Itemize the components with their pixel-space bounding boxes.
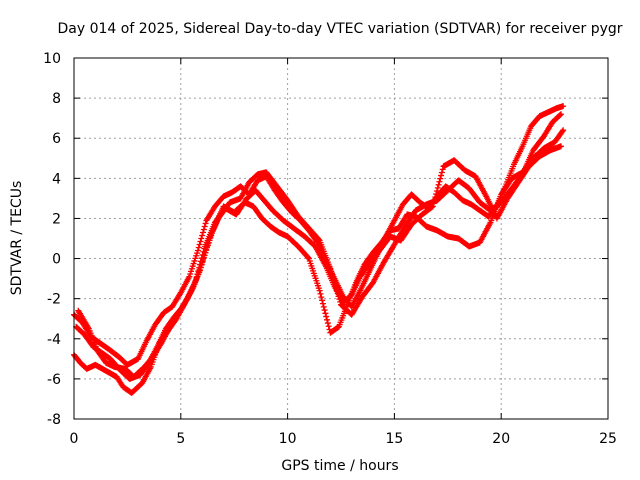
x-tick-labels: 0 5 10 15 20 25 <box>70 431 617 447</box>
data-point <box>192 277 199 284</box>
data-point <box>429 203 436 210</box>
data-point <box>325 323 332 330</box>
data-point <box>436 178 443 185</box>
data-point <box>324 320 331 327</box>
data-point <box>557 111 564 118</box>
series-track-d <box>75 143 565 380</box>
data-point <box>198 235 205 242</box>
data-point <box>196 264 203 271</box>
data-point <box>558 111 565 118</box>
data-point <box>437 175 444 182</box>
data-point <box>198 255 205 262</box>
chart-title: Day 014 of 2025, Sidereal Day-to-day VTE… <box>57 21 622 37</box>
data-point <box>319 300 326 307</box>
data-point <box>322 310 329 317</box>
y-tick-label: -2 <box>47 292 61 308</box>
data-point <box>202 220 209 227</box>
data-point <box>199 232 206 239</box>
data-point <box>560 103 567 110</box>
data-series <box>71 103 567 396</box>
data-point <box>197 261 204 268</box>
data-point <box>324 316 331 323</box>
data-point <box>197 258 204 265</box>
x-tick-label: 25 <box>599 431 617 447</box>
data-point <box>560 127 567 134</box>
data-point <box>195 267 202 274</box>
data-point <box>317 290 324 297</box>
data-point <box>195 244 202 251</box>
data-point <box>196 241 203 248</box>
plot-area-frame <box>73 57 609 420</box>
y-tick-label: 10 <box>43 51 61 67</box>
x-tick-label: 15 <box>385 431 403 447</box>
y-tick-label: -4 <box>47 332 61 348</box>
y-tick-label: -8 <box>47 412 61 428</box>
data-point <box>194 247 201 254</box>
data-point <box>197 238 204 245</box>
data-point <box>435 181 442 188</box>
data-point <box>323 313 330 320</box>
data-point <box>432 194 439 201</box>
data-point <box>558 143 565 150</box>
y-axis-label: SDTVAR / TECUs <box>9 181 25 296</box>
data-point <box>305 254 312 261</box>
y-tick-labels: -8 -6 -4 -2 0 2 4 6 8 10 <box>43 51 61 428</box>
y-tick-label: -6 <box>47 372 61 388</box>
x-tick-label: 5 <box>176 431 185 447</box>
data-point <box>193 274 200 281</box>
y-tick-label: 0 <box>52 252 61 268</box>
data-point <box>439 166 446 173</box>
y-tick-label: 8 <box>52 91 61 107</box>
data-point <box>199 251 206 258</box>
data-point <box>321 307 328 314</box>
data-point <box>433 187 440 194</box>
x-tick-label: 20 <box>492 431 510 447</box>
x-axis-label: GPS time / hours <box>281 458 398 474</box>
data-point <box>438 169 445 176</box>
data-point <box>315 236 322 243</box>
data-point <box>438 172 445 179</box>
data-point <box>318 294 325 301</box>
data-point <box>434 184 441 191</box>
data-point <box>430 200 437 207</box>
data-point <box>200 226 207 233</box>
x-tick-label: 0 <box>70 431 79 447</box>
data-point <box>320 303 327 310</box>
x-tick-label: 10 <box>279 431 297 447</box>
y-tick-label: 4 <box>52 171 61 187</box>
data-point <box>200 229 207 236</box>
data-point <box>433 191 440 198</box>
data-point <box>194 271 201 278</box>
y-tick-label: 6 <box>52 131 61 147</box>
series-track-c <box>73 111 565 382</box>
data-point <box>316 287 323 294</box>
y-tick-label: 2 <box>52 211 61 227</box>
data-point <box>319 297 326 304</box>
data-point <box>200 248 207 255</box>
data-point <box>431 197 438 204</box>
data-point <box>201 223 208 230</box>
data-point <box>559 128 566 135</box>
